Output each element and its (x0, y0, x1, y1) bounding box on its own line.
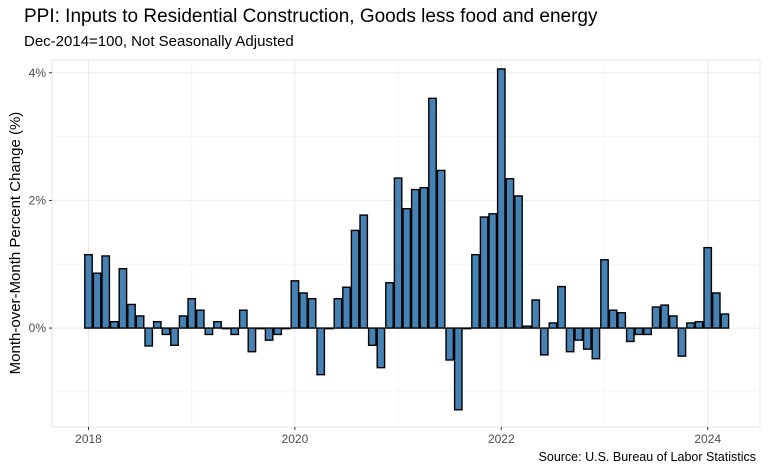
bar (290, 280, 300, 329)
bar (445, 327, 455, 361)
bar (101, 255, 111, 329)
bar (221, 327, 231, 330)
bars (84, 68, 730, 411)
bar (118, 268, 128, 329)
bar (402, 208, 412, 329)
bar (307, 298, 317, 329)
bar (230, 327, 240, 336)
bar (703, 246, 713, 329)
bar (539, 327, 549, 356)
bar (367, 327, 377, 347)
bar (471, 253, 480, 329)
bar (299, 292, 308, 329)
bar (144, 327, 154, 347)
bar (436, 169, 446, 329)
bar (324, 327, 334, 330)
bar (152, 320, 162, 329)
bar (281, 327, 291, 330)
bar (548, 322, 558, 329)
y-tick-label: 4% (29, 66, 47, 80)
bar (350, 229, 360, 329)
bar (522, 325, 532, 329)
bar (316, 327, 326, 376)
bar (84, 253, 93, 329)
bar (565, 327, 575, 353)
bar (531, 299, 541, 329)
bar (651, 306, 661, 329)
x-tick-label: 2024 (694, 432, 721, 446)
bar (677, 327, 687, 357)
chart-title: PPI: Inputs to Residential Construction,… (24, 6, 598, 27)
bar (187, 298, 197, 329)
bar (488, 213, 498, 329)
bar (359, 214, 369, 329)
bar (109, 320, 119, 329)
bar (393, 177, 403, 329)
bar (247, 327, 257, 353)
bar (557, 285, 566, 329)
bar (686, 322, 695, 329)
bar (711, 292, 721, 329)
bar (178, 315, 188, 329)
bar (514, 195, 523, 329)
y-tick-label: 2% (29, 193, 47, 207)
bar (256, 327, 265, 330)
x-tick-label: 2022 (488, 432, 515, 446)
bar (170, 327, 179, 347)
bar (92, 272, 102, 329)
bar (127, 303, 136, 329)
bar (333, 298, 343, 329)
bar (574, 327, 584, 341)
bar (342, 286, 351, 329)
bar (238, 309, 248, 329)
bar (660, 304, 670, 329)
bar (608, 309, 618, 329)
bar (625, 327, 635, 343)
y-axis: 0% 2% 4% (29, 66, 52, 335)
bar (643, 327, 652, 336)
y-axis-title: Month-over-Month Percent Change (%) (7, 112, 24, 375)
bar (273, 327, 283, 336)
bar (264, 327, 274, 341)
bar (462, 327, 472, 330)
bar (582, 327, 592, 350)
bar (479, 216, 489, 329)
panel-border (51, 59, 761, 428)
chart-caption: Source: U.S. Bureau of Labor Statistics (538, 450, 756, 464)
bar (694, 320, 704, 329)
bar (496, 68, 506, 329)
bar (720, 313, 730, 329)
bar (419, 186, 429, 329)
bar (668, 315, 678, 329)
bar (453, 327, 463, 411)
bar (428, 97, 437, 329)
bar (617, 312, 627, 329)
bar (600, 259, 609, 329)
bar (213, 320, 222, 329)
bar (505, 178, 515, 329)
bar (591, 327, 601, 360)
bar (195, 309, 205, 329)
x-tick-label: 2020 (282, 432, 309, 446)
x-axis: 2018 2020 2022 2024 (75, 427, 721, 446)
x-tick-label: 2018 (75, 432, 102, 446)
bar (135, 315, 145, 329)
bar (385, 282, 394, 329)
bar (376, 327, 386, 369)
bar (634, 327, 644, 336)
bar (204, 327, 214, 336)
bar (410, 188, 420, 329)
bar (161, 327, 171, 336)
chart-subtitle: Dec-2014=100, Not Seasonally Adjusted (24, 33, 294, 50)
y-tick-label: 0% (29, 321, 47, 335)
